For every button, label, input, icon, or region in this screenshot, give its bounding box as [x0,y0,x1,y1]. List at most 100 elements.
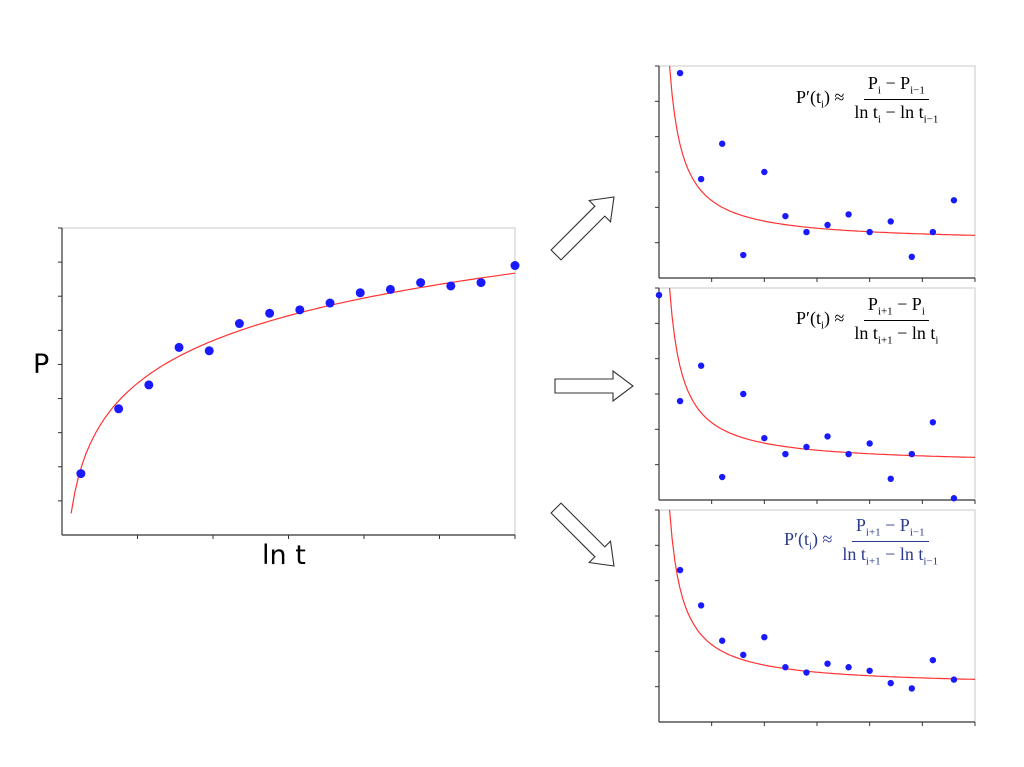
formula-lhs: P′(t [796,87,821,108]
formula-denominator: ln ti − ln ti−1 [850,100,942,126]
chart-p2-data-point [761,434,768,442]
formula-den-sub2: i−1 [923,113,939,126]
formula-den-mid: − ln t [892,322,936,343]
chart-p1-data-point [697,175,705,183]
chart-p2-data-point [824,433,831,440]
chart-p1-data-point [719,140,726,147]
formula-den-sub1: i [877,113,881,126]
chart-p2-data-point [803,443,810,451]
chart-p1-data-point [740,251,747,259]
chart-p1-data-point [782,212,789,220]
arrow-down-right [550,502,615,567]
chart-p2-data-point [908,450,915,458]
chart-p3-data-point [761,634,768,641]
formula-lhs-end: ) ≈ [824,308,845,329]
formula-numerator: Pi+1 − Pi [863,294,929,321]
chart-main-data-point [416,278,426,288]
formula-den-symbol: ln t [854,322,878,343]
chart-main-data-point [76,469,86,479]
chart-p1-data-point [676,69,684,77]
formula-den-symbol: ln t [854,101,878,122]
formula-den-symbol: ln t [842,543,866,564]
chart-main-data-point [265,308,275,318]
chart-p1-data-point [824,221,831,229]
formula-lhs: P′(t [796,308,821,329]
formula-den-mid: − ln t [880,543,924,564]
chart-p2-fit-curve [668,288,975,458]
chart-p2-data-point [950,495,958,502]
chart-p3-data-point [908,685,915,692]
chart-p2-data-point [929,419,937,426]
chart-main-data-point [355,288,365,298]
formula-denominator: ln ti+1 − ln ti [850,321,942,347]
chart-main-data-point [234,319,244,329]
chart-main-data-point [174,342,184,352]
chart-main-data-point [385,284,395,294]
formula-lhs-sub: i [820,319,825,332]
formula-den-sub1: i+1 [865,555,881,568]
chart-main-frame [61,227,516,536]
chart-p1-data-point [866,228,873,236]
formula-numerator: Pi − Pi−1 [863,73,929,100]
formula-lhs-sub: i [808,540,813,553]
chart-main-data-point [476,278,486,288]
formula-lhs-end: ) ≈ [824,87,845,108]
chart-p3-data-point [824,660,831,667]
chart-p2-data-point [697,362,705,369]
chart-p3-data-point [719,637,726,644]
main-x-axis-label: ln t [262,540,306,571]
chart-main-data-point [204,346,214,356]
chart-main-data-point [144,380,154,390]
formula-den-mid: − ln t [880,101,924,122]
chart-p2-data-point [676,397,684,405]
chart-main-data-point [446,281,456,291]
formula-num-sub2: i−1 [909,526,925,539]
chart-p2-data-point [655,291,663,299]
formula-num-sub1: i+1 [865,526,881,539]
formula-backward-difference: P′(t i ) ≈ Pi − Pi−1 ln ti − ln ti−1 [796,73,942,125]
main-y-axis-label: P [33,349,50,380]
arrow-right [554,369,634,403]
chart-p1-data-point [761,168,768,176]
chart-p2-data-point [740,390,747,398]
chart-main-data-point [325,298,335,308]
chart-p2-data-point [887,475,894,482]
chart-p1-data-point [845,211,852,218]
chart-p3-data-point [782,664,789,671]
chart-p3-data-point [740,651,747,659]
formula-num-sub1: i+1 [877,305,893,318]
chart-p2-data-point [845,450,852,458]
formula-lhs: P′(t [784,529,809,550]
formula-num-mid: − P [880,73,911,93]
arrow-up-right [550,196,615,261]
formula-numerator: Pi+1 − Pi−1 [851,515,929,542]
chart-p1-fit-curve [668,66,975,236]
chart-p2-data-point [719,473,726,481]
chart-p3-data-point [887,679,894,687]
chart-p1-data-point [803,228,810,236]
formula-num-mid: − P [892,294,922,314]
chart-main-fit-curve [70,272,515,514]
formula-denominator: ln ti+1 − ln ti−1 [838,542,942,568]
formula-num-sub2: i [921,305,925,318]
formula-den-sub2: i [935,334,939,347]
chart-main-data-point [295,305,305,315]
chart-p1-data-point [887,218,894,225]
chart-p3-data-point [929,656,937,664]
formula-num-sub2: i−1 [910,84,925,97]
chart-p3-data-point [803,669,810,676]
chart-main-data-point [510,261,520,271]
chart-p3-data-point [697,602,705,609]
formula-num-symbol: P [855,515,866,535]
formula-forward-difference: P′(ti) ≈ Pi+1 − Pi ln ti+1 − ln ti [796,294,942,346]
chart-p2-data-point [782,450,789,458]
formula-num-symbol: P [867,73,878,93]
chart-p1-data-point [908,253,915,260]
chart-p3-fit-curve [668,510,975,680]
chart-p1-data-point [929,228,937,236]
chart-p3-data-point [845,664,852,671]
chart-p3-data-point [950,676,958,683]
chart-p3-data-point [676,566,684,574]
formula-central-difference: P′(ti) ≈ Pi+1 − Pi−1 ln ti+1 − ln ti−1 [784,515,942,567]
